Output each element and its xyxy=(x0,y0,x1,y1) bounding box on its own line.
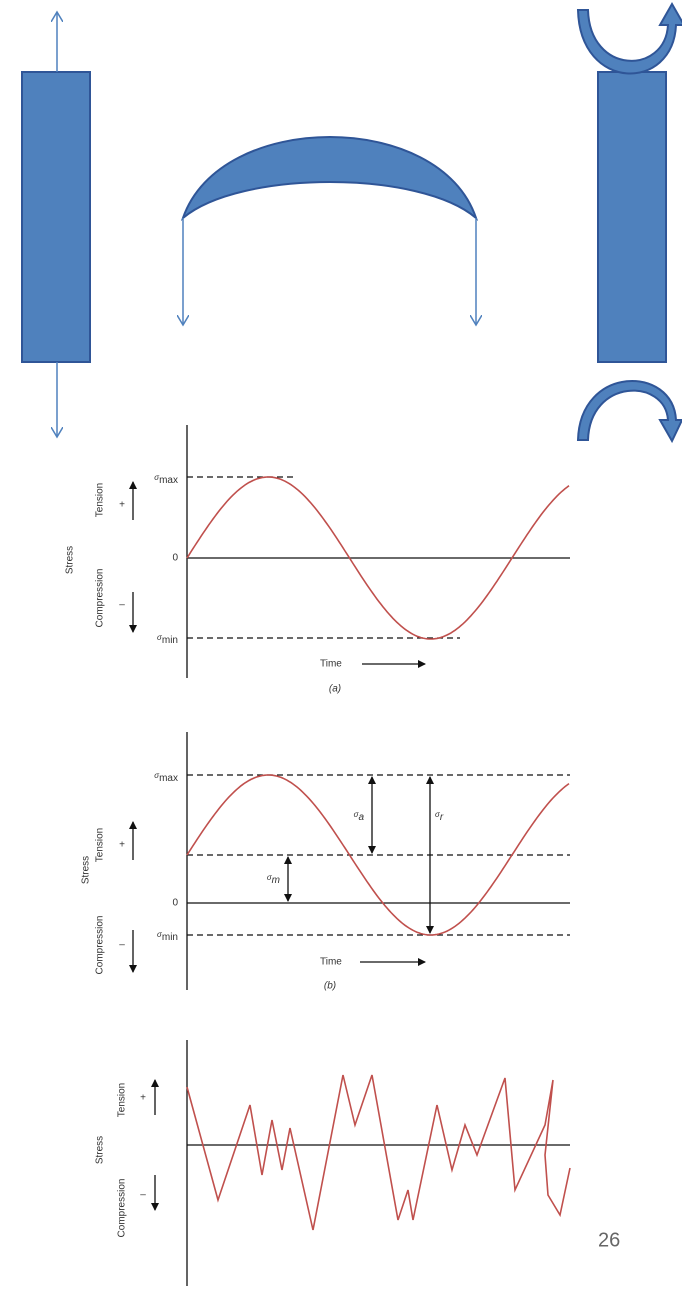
zero-label: 0 xyxy=(172,553,178,564)
plus-label: + xyxy=(119,500,125,511)
minus-label: – xyxy=(119,940,125,951)
plus-label: + xyxy=(140,1093,146,1104)
tension-label: Tension xyxy=(95,483,106,517)
graph-b: + – 0 σmax σmin σa σr σm Time (b) Stress… xyxy=(81,732,570,992)
stress-label: Stress xyxy=(81,856,92,884)
compression-label: Compression xyxy=(117,1179,128,1238)
graph-a: + – 0 σmax σmin Time (a) Stress Tension … xyxy=(65,425,570,695)
compression-label: Compression xyxy=(95,569,106,628)
mean-label: σm xyxy=(267,873,280,886)
page-number: 26 xyxy=(598,1229,620,1251)
min-label: σmin xyxy=(157,930,178,943)
slide: + – 0 σmax σmin Time (a) Stress Tension … xyxy=(0,0,682,1286)
tension-sketch xyxy=(22,12,90,437)
caption: (b) xyxy=(324,981,336,992)
torsion-sketch xyxy=(578,4,682,441)
min-label: σmin xyxy=(157,633,178,646)
time-label: Time xyxy=(320,659,342,670)
tension-label: Tension xyxy=(95,828,106,862)
max-label: σmax xyxy=(154,473,178,486)
bending-sketch xyxy=(183,137,476,325)
caption: (a) xyxy=(329,684,341,695)
range-label: σr xyxy=(435,810,444,823)
random-wave xyxy=(187,1075,570,1230)
page: {"graph_a": {"stress_label": "Stress", "… xyxy=(0,0,682,1286)
amplitude-label: σa xyxy=(354,810,365,823)
compression-label: Compression xyxy=(95,916,106,975)
graph-c: + – Stress Tension Compression xyxy=(95,1040,570,1286)
tension-label: Tension xyxy=(117,1083,128,1117)
minus-label: – xyxy=(140,1190,146,1201)
stress-label: Stress xyxy=(65,546,76,574)
plus-label: + xyxy=(119,840,125,851)
time-label: Time xyxy=(320,957,342,968)
zero-label: 0 xyxy=(172,898,178,909)
minus-label: – xyxy=(119,600,125,611)
stress-label: Stress xyxy=(95,1136,106,1164)
max-label: σmax xyxy=(154,771,178,784)
